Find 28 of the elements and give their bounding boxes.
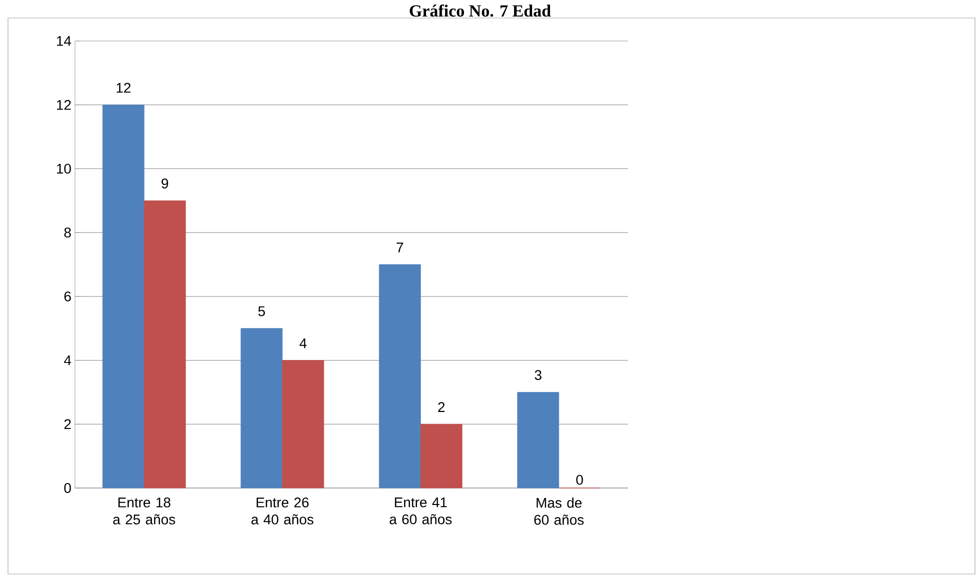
bar: [420, 424, 462, 488]
x-tick-label: Mas de 60 años: [534, 498, 584, 525]
data-label: 4: [300, 338, 307, 348]
data-label: 7: [396, 242, 404, 252]
data-label: 0: [576, 474, 583, 485]
bar: [378, 264, 421, 488]
y-tick-label: 10: [56, 164, 71, 174]
bar: [282, 360, 324, 488]
x-tick-label: Entre 26 a 40 años: [251, 498, 314, 524]
x-tick-label: Entre 18 a 25 años: [113, 498, 176, 524]
y-tick-label: 4: [64, 355, 72, 366]
data-label: 12: [116, 82, 130, 93]
bar: [144, 200, 186, 488]
y-tick-label: 8: [64, 228, 71, 238]
y-tick-label: 6: [64, 291, 71, 302]
y-tick-label: 0: [64, 483, 71, 493]
bar: [517, 392, 560, 488]
y-tick-label: 14: [56, 36, 72, 46]
data-label: 9: [162, 178, 168, 188]
y-tick-label: 2: [64, 419, 71, 430]
x-tick-label: Entre 41 a 60 años: [390, 498, 452, 524]
bar: [102, 104, 144, 488]
chart-title: Gráfico No. 7 Edad: [410, 4, 551, 17]
data-label: 3: [534, 370, 542, 380]
data-label: 5: [258, 306, 265, 316]
bar: [240, 328, 283, 488]
data-label: 2: [438, 402, 445, 412]
y-tick-label: 12: [56, 100, 71, 110]
